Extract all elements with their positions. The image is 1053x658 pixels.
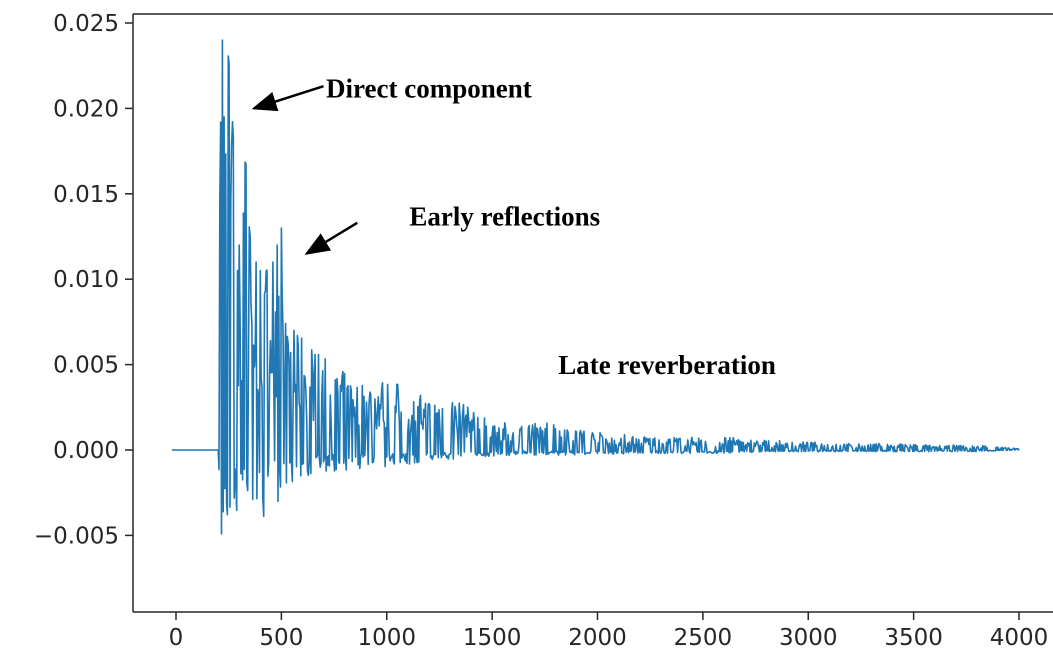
- x-tick-label: 500: [259, 625, 303, 651]
- x-tick-label: 3000: [779, 625, 838, 651]
- signal-series-line: [171, 39, 1020, 535]
- x-tick-label: 2500: [674, 625, 733, 651]
- annotation-label: Late reverberation: [558, 350, 776, 380]
- y-tick-label: 0.025: [53, 11, 119, 37]
- y-tick-label: −0.005: [34, 523, 119, 549]
- annotation-label: Direct component: [326, 74, 532, 104]
- y-tick-label: 0.005: [53, 353, 119, 379]
- annotations: Direct component Early reflections Late re…: [251, 74, 776, 380]
- plot-area: [171, 39, 1020, 535]
- y-tick-label: 0.000: [53, 438, 119, 464]
- x-tick-label: 3500: [884, 625, 943, 651]
- x-tick-label: 1500: [463, 625, 522, 651]
- y-tick-label: 0.020: [53, 96, 119, 122]
- x-tick-label: 1000: [357, 625, 416, 651]
- x-tick-label: 0: [169, 625, 184, 651]
- y-tick-label: 0.015: [53, 182, 119, 208]
- annotation-arrow: [304, 221, 358, 255]
- axes-frame: [132, 13, 1053, 613]
- x-axis-ticks: 0 500 1000 1500 2000 2500 3000 3500 4000: [169, 612, 1049, 651]
- y-axis-ticks: −0.005 0.000 0.005 0.010 0.015 0.020 0.025: [34, 11, 133, 549]
- x-tick-label: 2000: [568, 625, 627, 651]
- x-tick-label: 4000: [990, 625, 1049, 651]
- y-tick-label: 0.010: [53, 267, 119, 293]
- annotation-arrow: [251, 85, 324, 112]
- annotation-label: Early reflections: [409, 202, 600, 232]
